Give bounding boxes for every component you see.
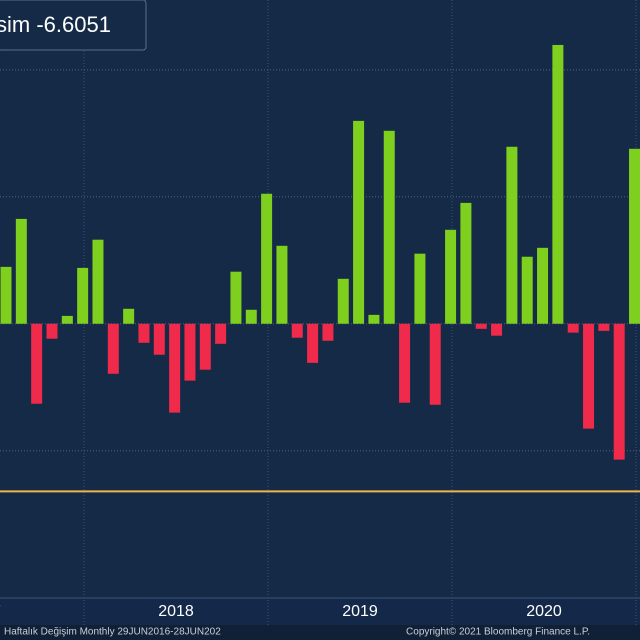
bar xyxy=(399,323,411,403)
bar xyxy=(368,314,380,324)
x-tick-label: 2019 xyxy=(342,603,378,620)
bar xyxy=(230,271,242,324)
legend-box xyxy=(0,0,147,51)
bar xyxy=(261,193,273,324)
bar xyxy=(613,323,625,460)
bar xyxy=(276,245,288,324)
bar xyxy=(460,202,472,324)
bar xyxy=(521,256,533,324)
bar xyxy=(598,323,610,331)
bar xyxy=(567,323,579,333)
bar xyxy=(245,309,257,324)
bar xyxy=(337,278,349,324)
x-tick-label: 2020 xyxy=(526,603,562,620)
bar xyxy=(184,323,196,381)
bar xyxy=(537,247,549,324)
bar xyxy=(123,308,135,324)
bar xyxy=(552,44,564,324)
bar xyxy=(583,323,595,429)
bar xyxy=(77,267,89,324)
bar xyxy=(215,323,227,344)
footer-bar xyxy=(0,625,640,640)
bar xyxy=(629,148,640,324)
bar xyxy=(383,130,395,324)
legend-text: sim -6.6051 xyxy=(0,12,111,37)
bar xyxy=(138,323,150,343)
bar xyxy=(414,253,426,324)
bar xyxy=(92,239,104,324)
bar xyxy=(506,146,518,324)
bar xyxy=(353,120,365,324)
footer-left: Haftalık Değişim Monthly 29JUN2016-28JUN… xyxy=(4,627,221,638)
bar xyxy=(0,266,12,324)
x-tick-label: 17 xyxy=(0,603,1,620)
plot xyxy=(0,0,640,625)
bar xyxy=(307,323,319,363)
bar xyxy=(199,323,211,370)
bar xyxy=(153,323,165,355)
bar xyxy=(429,323,441,405)
bar xyxy=(169,323,181,413)
bar xyxy=(491,323,503,336)
x-axis-area xyxy=(0,598,640,625)
bar xyxy=(107,323,119,374)
bar xyxy=(291,323,303,338)
bar xyxy=(475,323,487,329)
bar xyxy=(61,315,73,324)
footer-right: Copyright© 2021 Bloomberg Finance L.P. xyxy=(406,627,590,638)
x-tick-label: 2018 xyxy=(158,603,194,620)
bar xyxy=(322,323,334,341)
bar xyxy=(445,229,457,324)
bar xyxy=(46,323,58,339)
bar xyxy=(15,218,27,324)
bar xyxy=(31,323,43,404)
